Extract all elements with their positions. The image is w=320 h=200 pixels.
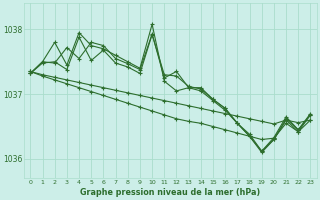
X-axis label: Graphe pression niveau de la mer (hPa): Graphe pression niveau de la mer (hPa) [80,188,260,197]
